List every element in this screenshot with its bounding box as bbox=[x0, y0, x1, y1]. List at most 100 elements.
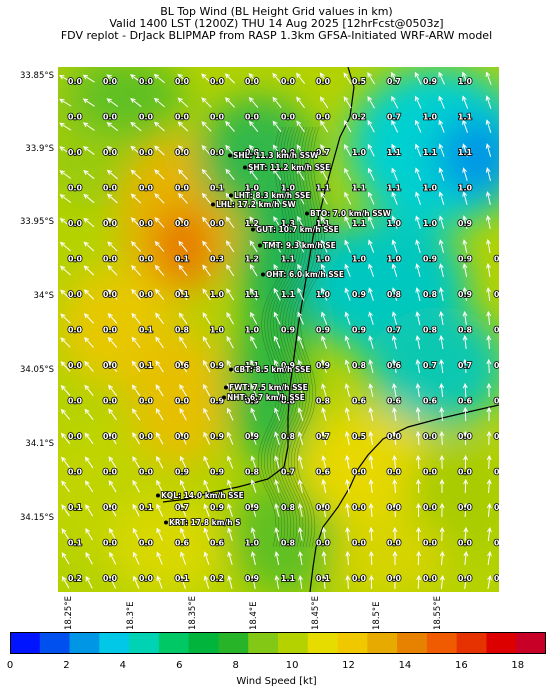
grid-value: 0.8 bbox=[352, 361, 367, 370]
grid-value: 0.0 bbox=[423, 503, 438, 512]
station-markers: SHL: 11.3 km/h SSW SHT: 11.2 km/h SSE LHT:… bbox=[156, 150, 392, 528]
grid-value: 0.0 bbox=[139, 219, 154, 228]
grid-value: 0.0 bbox=[103, 184, 118, 193]
grid-value: 0.0 bbox=[139, 255, 154, 264]
grid-value: 0.5 bbox=[352, 77, 367, 86]
station-label: GUT: 10.7 km/h SSE bbox=[256, 225, 339, 234]
grid-value: 0.0 bbox=[494, 397, 499, 406]
lon-tick-label: 18.4°E bbox=[249, 601, 259, 630]
colorbar-tick-label: 2 bbox=[63, 660, 70, 671]
grid-value: 0.9 bbox=[281, 326, 296, 335]
grid-value: 0.0 bbox=[387, 468, 402, 477]
grid-value: 0.7 bbox=[316, 148, 330, 157]
colorbar-swatch bbox=[39, 632, 71, 654]
grid-value: 0.0 bbox=[175, 113, 190, 122]
grid-value: 0.0 bbox=[103, 77, 118, 86]
grid-value: 0.0 bbox=[423, 574, 438, 583]
coastline-west bbox=[162, 67, 355, 503]
grid-value: 1.1 bbox=[352, 219, 367, 228]
grid-value: 0.9 bbox=[210, 468, 225, 477]
grid-value: 0.6 bbox=[175, 539, 190, 548]
grid-value: 0.0 bbox=[352, 468, 367, 477]
grid-value: 0.0 bbox=[139, 113, 154, 122]
grid-value: 0.8 bbox=[245, 148, 260, 157]
wind-map-svg: 0.0 0.0 0.0 0.0 0.0 0.0 0.0 0.0 0.5 0.7 0.9 1.0 0.0 0… bbox=[58, 67, 499, 592]
bl-height-grid: 0.0 0.0 0.0 0.0 0.0 0.0 0.0 0.0 0.5 0.7 0.9 1.0 0.0 0… bbox=[67, 76, 499, 584]
grid-value: 0.9 bbox=[352, 326, 367, 335]
grid-value: 1.0 bbox=[423, 219, 438, 228]
grid-value: 0.9 bbox=[210, 361, 225, 370]
grid-value: 0.9 bbox=[458, 290, 473, 299]
grid-value: 0.8 bbox=[458, 326, 473, 335]
grid-value: 0.0 bbox=[103, 148, 118, 157]
grid-value: 1.1 bbox=[281, 574, 296, 583]
grid-value: 0.0 bbox=[494, 539, 499, 548]
station-marker bbox=[228, 153, 232, 158]
grid-value: 0.6 bbox=[316, 468, 331, 477]
grid-value: 0.0 bbox=[139, 468, 154, 477]
grid-value: 0.0 bbox=[210, 219, 225, 228]
grid-value: 0.0 bbox=[494, 574, 499, 583]
grid-value: 0.1 bbox=[139, 361, 154, 370]
grid-value: 1.2 bbox=[245, 219, 259, 228]
grid-value: 0.0 bbox=[423, 432, 438, 441]
grid-value: 1.1 bbox=[387, 184, 402, 193]
grid-value: 1.1 bbox=[352, 184, 367, 193]
grid-value: 0.6 bbox=[210, 539, 225, 548]
grid-value: 0.9 bbox=[210, 432, 225, 441]
grid-value: 0.6 bbox=[494, 361, 499, 370]
grid-value: 0.8 bbox=[281, 503, 296, 512]
grid-value: 0.0 bbox=[68, 468, 83, 477]
grid-value: 0.9 bbox=[316, 361, 331, 370]
grid-value: 1.0 bbox=[281, 184, 296, 193]
station-label: SHL: 11.3 km/h SSW bbox=[233, 151, 319, 160]
grid-value: 1.1 bbox=[423, 148, 438, 157]
grid-value: 0.0 bbox=[103, 468, 118, 477]
lat-tick-label: 34.05°S bbox=[20, 365, 54, 375]
colorbar-swatch bbox=[99, 632, 130, 654]
grid-value: 0.9 bbox=[210, 503, 225, 512]
grid-value: 0.6 bbox=[352, 397, 367, 406]
colorbar-swatch bbox=[516, 632, 546, 654]
grid-value: 0.0 bbox=[458, 468, 473, 477]
grid-value: 0.7 bbox=[175, 503, 189, 512]
grid-value: 0.0 bbox=[316, 539, 331, 548]
station-marker bbox=[261, 272, 265, 277]
grid-value: 0.6 bbox=[458, 397, 473, 406]
grid-value: 0.0 bbox=[210, 77, 225, 86]
grid-value: 0.0 bbox=[103, 255, 118, 264]
grid-value: 0.7 bbox=[458, 361, 472, 370]
lat-tick-label: 34°S bbox=[33, 291, 54, 301]
grid-value: 1.0 bbox=[210, 290, 225, 299]
colorbar-swatch bbox=[248, 632, 279, 654]
grid-value: 0.2 bbox=[210, 574, 224, 583]
map-valid-time: Valid 1400 LST (1200Z) THU 14 Aug 2025 [… bbox=[109, 17, 444, 30]
grid-value: 0.0 bbox=[139, 77, 154, 86]
station-label: LHT: 8.3 km/h SSE bbox=[234, 191, 310, 200]
grid-value: 0.8 bbox=[281, 432, 296, 441]
station-label: NHT: 6.7 km/h SSE bbox=[227, 393, 305, 402]
station-label: LHL: 17.2 km/h SW bbox=[216, 200, 296, 209]
grid-value: 0.0 bbox=[68, 361, 83, 370]
grid-value: 0.0 bbox=[458, 574, 473, 583]
grid-value: 0.0 bbox=[281, 113, 296, 122]
colorbar-swatch bbox=[278, 632, 309, 654]
grid-value: 1.1 bbox=[316, 219, 331, 228]
grid-value: 0.6 bbox=[387, 397, 402, 406]
grid-value: 0.5 bbox=[352, 432, 367, 441]
grid-value: 0.8 bbox=[281, 397, 296, 406]
station-label: KQL: 14.0 km/h SSE bbox=[161, 491, 244, 500]
grid-value: 1.0 bbox=[245, 184, 260, 193]
colorbar-label: Wind Speed [kt] bbox=[236, 676, 317, 687]
colorbar-tick-label: 14 bbox=[398, 660, 412, 671]
grid-value: 0.0 bbox=[68, 290, 83, 299]
grid-value: 0.9 bbox=[245, 574, 260, 583]
lon-tick-label: 18.5°E bbox=[372, 601, 382, 630]
grid-value: 0.0 bbox=[68, 432, 83, 441]
grid-value: 0.0 bbox=[103, 219, 118, 228]
grid-value: 0.0 bbox=[139, 397, 154, 406]
grid-value: 1.0 bbox=[458, 77, 473, 86]
grid-value: 0.0 bbox=[103, 539, 118, 548]
grid-value: 0.0 bbox=[68, 219, 83, 228]
grid-value: 0.3 bbox=[210, 255, 224, 264]
